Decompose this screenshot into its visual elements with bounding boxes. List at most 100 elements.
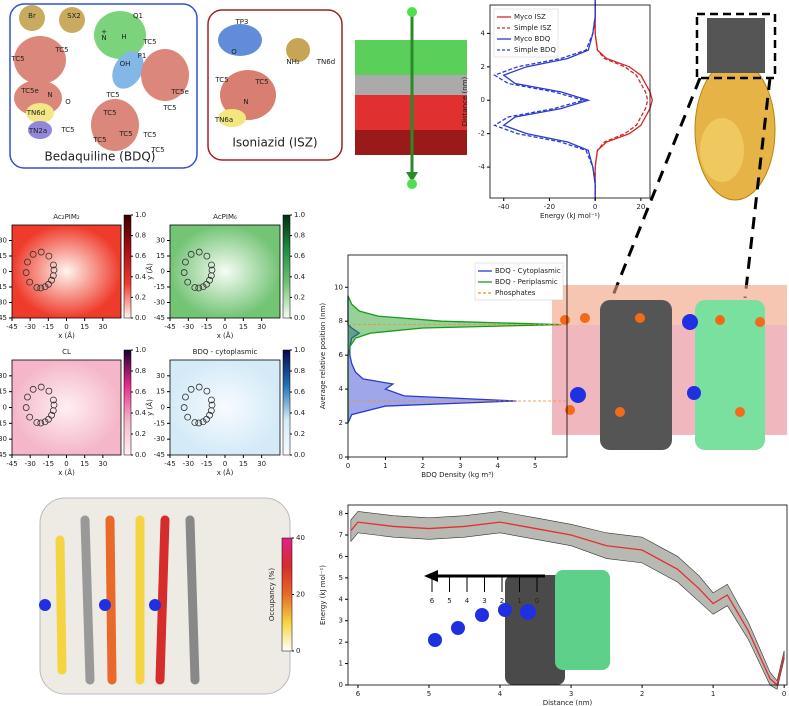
bead-label: TN6d bbox=[26, 109, 45, 117]
heatmap-title: Ac₂PIM₂ bbox=[53, 213, 80, 221]
protein-illustration bbox=[610, 12, 777, 299]
colorbar-tick-label: 0.2 bbox=[135, 430, 146, 438]
x-tick-label: -45 bbox=[164, 460, 175, 468]
protein-helix bbox=[37, 419, 45, 427]
protein-helix bbox=[199, 418, 207, 426]
y-tick-label: 3 bbox=[339, 617, 343, 625]
heatmap bbox=[170, 360, 280, 455]
protein-helix bbox=[182, 393, 189, 401]
y-axis-label: y (Å) bbox=[145, 399, 154, 416]
y-tick-label: -30 bbox=[0, 299, 7, 307]
legend-label: Myco BDQ bbox=[514, 35, 551, 43]
y-tick-label: 30 bbox=[156, 237, 165, 245]
x-tick-label: 15 bbox=[80, 460, 89, 468]
heatmap-title: AcPIM₆ bbox=[213, 213, 237, 221]
colorbar-tick-label: 20 bbox=[296, 591, 305, 599]
colorbar-tick-label: 0.0 bbox=[294, 314, 305, 322]
bead-label: TC5 bbox=[60, 126, 74, 134]
colorbar-tick-label: 0.8 bbox=[294, 232, 305, 240]
protein-helix bbox=[45, 387, 53, 395]
molecule-name: Bedaquiline (BDQ) bbox=[45, 150, 156, 164]
isz-box bbox=[207, 9, 343, 161]
y-axis-label: Energy (kJ mol⁻¹) bbox=[319, 565, 327, 625]
y-tick-label: -15 bbox=[0, 419, 7, 427]
colorbar bbox=[282, 349, 291, 456]
y-tick-label: -45 bbox=[0, 451, 7, 459]
bead-label: N bbox=[101, 34, 106, 42]
protein-helix bbox=[33, 284, 41, 291]
bead-label: TC5 bbox=[142, 38, 156, 46]
bead-label: TN6a bbox=[214, 116, 233, 124]
y-tick-label: 2 bbox=[481, 63, 485, 71]
y-tick-label: 2 bbox=[339, 419, 343, 427]
y-tick-label: -30 bbox=[154, 435, 165, 443]
protein-helix bbox=[49, 407, 57, 415]
protein-helix bbox=[37, 383, 45, 391]
colorbar-tick-label: 0.0 bbox=[135, 451, 146, 459]
x-tick-label: -30 bbox=[183, 460, 194, 468]
inset-label: 3 bbox=[482, 597, 486, 605]
protein-helix bbox=[208, 261, 215, 269]
bead-label: TC5 bbox=[105, 91, 119, 99]
colorbar-tick-label: 0.8 bbox=[135, 367, 146, 375]
y-tick-label: 0 bbox=[3, 404, 7, 412]
x-tick-label: -30 bbox=[24, 460, 35, 468]
membrane-illustration bbox=[355, 7, 467, 189]
colorbar-tick-label: 0.8 bbox=[135, 232, 146, 240]
protein-helix bbox=[41, 418, 49, 426]
protein-helix bbox=[50, 261, 57, 269]
y-tick-label: 8 bbox=[339, 510, 343, 518]
x-tick-label: -40 bbox=[498, 203, 509, 211]
protein-helix bbox=[191, 419, 199, 426]
bead-label: OH bbox=[120, 60, 131, 68]
protein-helix bbox=[184, 413, 192, 421]
inset-label: 0 bbox=[535, 597, 539, 605]
bead-label: TC5 bbox=[254, 78, 268, 86]
protein-helix bbox=[191, 284, 199, 291]
y-tick-label: -15 bbox=[0, 283, 7, 291]
heatmap-title: CL bbox=[62, 348, 71, 356]
inset-label: 6 bbox=[430, 597, 435, 605]
bead-label: TC5 bbox=[118, 130, 132, 138]
colorbar-tick-label: 0.4 bbox=[294, 273, 306, 281]
x-tick-label: -15 bbox=[201, 460, 212, 468]
bead-label: N bbox=[243, 98, 248, 106]
x-tick-label: -15 bbox=[43, 323, 54, 331]
bead-label: TC5e bbox=[170, 88, 189, 96]
colorbar-tick-label: 0.4 bbox=[135, 273, 147, 281]
bead-label: Q1 bbox=[133, 12, 143, 20]
protein-helix bbox=[45, 252, 53, 260]
bead-label: TN6d bbox=[316, 58, 335, 66]
protein-helix bbox=[24, 258, 31, 266]
heatmap bbox=[12, 360, 121, 455]
bead-label: H bbox=[121, 33, 126, 41]
bead-label: O bbox=[231, 48, 237, 56]
x-tick-label: 6 bbox=[356, 690, 361, 698]
bead-label: TC5 bbox=[142, 131, 156, 139]
plot-frame bbox=[347, 254, 568, 458]
x-tick-label: 30 bbox=[98, 323, 107, 331]
bead-label: TC5 bbox=[10, 55, 24, 63]
y-axis-label: Distance (nm) bbox=[461, 76, 469, 126]
y-tick-label: -2 bbox=[478, 130, 485, 138]
x-tick-label: 0 bbox=[64, 460, 68, 468]
bead-label: TP3 bbox=[235, 18, 249, 26]
protein-helix bbox=[41, 283, 49, 291]
legend-label: Phosphates bbox=[495, 289, 536, 297]
y-tick-label: 7 bbox=[339, 531, 343, 539]
colorbar-tick-label: 0.6 bbox=[294, 252, 306, 260]
x-tick-label: 15 bbox=[239, 323, 248, 331]
legend-label: BDQ - Periplasmic bbox=[495, 278, 558, 286]
y-tick-label: -45 bbox=[154, 314, 165, 322]
colorbar-tick-label: 1.0 bbox=[135, 211, 146, 219]
colorbar-tick-label: 0.4 bbox=[294, 409, 306, 417]
bead-label: + bbox=[101, 28, 107, 36]
protein-helix bbox=[195, 284, 203, 292]
x-tick-label: 0 bbox=[223, 323, 227, 331]
y-tick-label: 15 bbox=[156, 252, 165, 260]
plot-frame bbox=[489, 4, 651, 199]
protein-helix bbox=[29, 385, 37, 393]
bead-label: TC5 bbox=[54, 46, 68, 54]
y-tick-label: 15 bbox=[0, 252, 7, 260]
y-tick-label: 1 bbox=[339, 660, 343, 668]
